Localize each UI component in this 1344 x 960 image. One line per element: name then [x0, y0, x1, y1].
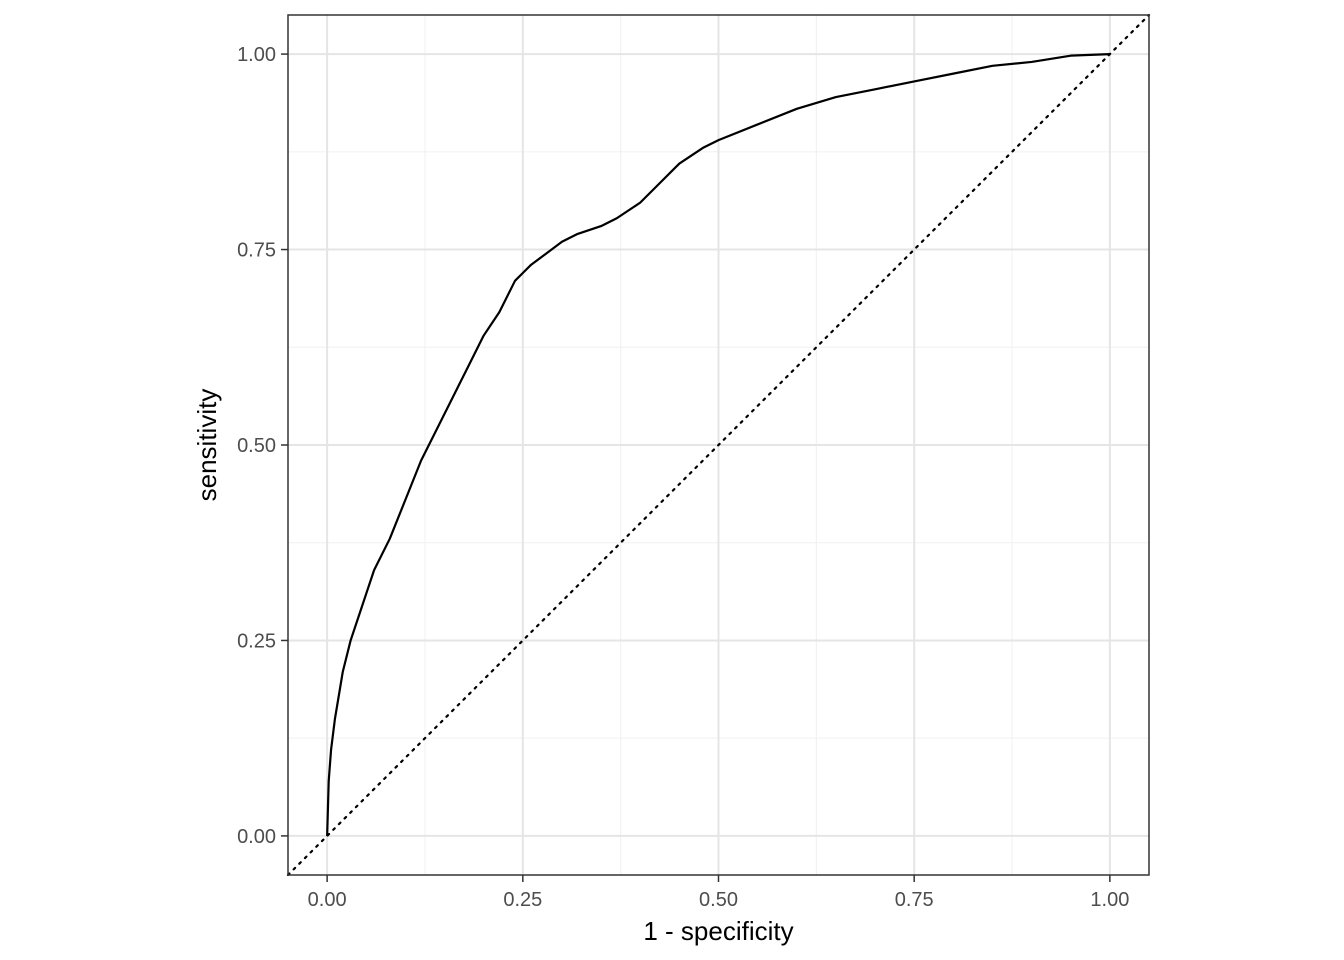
major-gridlines [288, 15, 1149, 875]
axis-ticks: 0.00 0.25 0.50 0.75 1.00 0.00 0.25 0.50 0.75 1.00 [237, 44, 1129, 911]
x-tick-label: 1.00 [1090, 889, 1129, 911]
y-tick-label: 0.50 [237, 435, 276, 457]
x-tick-label: 0.50 [699, 889, 738, 911]
x-tick-label: 0.75 [895, 889, 934, 911]
roc-curve-line [326, 52, 1110, 836]
reference-diagonal-line [286, 13, 1151, 877]
y-tick-label: 0.75 [237, 240, 276, 262]
x-axis-title: 1 - specificity [643, 916, 793, 946]
y-tick-label: 1.00 [237, 44, 276, 66]
y-axis-title: sensitivity [192, 389, 222, 502]
y-tick-label: 0.25 [237, 630, 276, 652]
x-tick-label: 0.25 [503, 889, 542, 911]
y-tick-label: 0.00 [237, 826, 276, 848]
series-layer [286, 13, 1151, 877]
x-tick-label: 0.00 [308, 889, 347, 911]
